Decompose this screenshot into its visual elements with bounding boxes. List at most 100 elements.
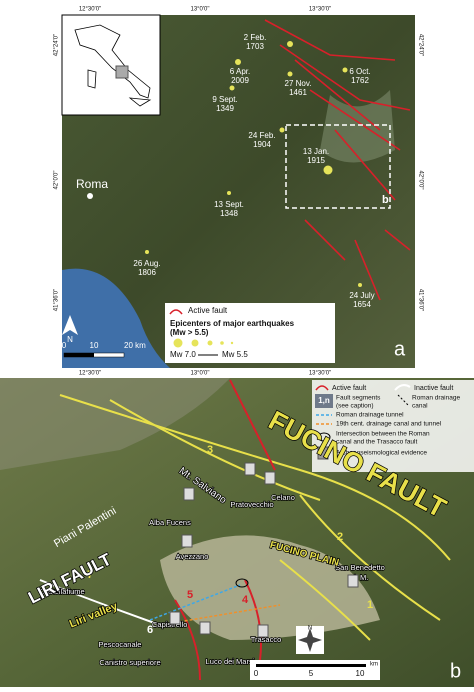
quake-year: 1461 — [289, 88, 307, 97]
coord-left: 42°0'0" — [54, 170, 60, 189]
quake-year: 1762 — [351, 76, 369, 85]
town: Pratovecchio — [230, 500, 273, 509]
epicenter — [287, 71, 293, 77]
legend-fault — [169, 309, 183, 315]
segment-number: 1 — [367, 599, 373, 611]
epicenter — [279, 127, 285, 133]
quake-date: 6 Apr. — [230, 67, 250, 76]
coord-left: 42°24'0" — [54, 34, 60, 56]
archaeo-site — [183, 487, 195, 501]
legend-seg — [315, 394, 333, 408]
town: Castellafiume — [39, 587, 84, 596]
north-arrow — [62, 315, 78, 335]
quake-year: 1915 — [307, 156, 325, 165]
legend-text: Archaeoseismological evidence — [336, 450, 427, 457]
quake-date: 26 Aug. — [133, 259, 160, 268]
panel-label: a — [394, 338, 406, 360]
legend-text: Intersection between the Roman — [336, 431, 430, 438]
quake-year: 1703 — [246, 42, 264, 51]
coord-right: 41°36'0" — [417, 289, 423, 311]
town: San Benedetto — [335, 563, 385, 572]
quake-date: 6 Oct. — [349, 67, 370, 76]
quake-year: 1349 — [216, 104, 234, 113]
legend-b — [312, 380, 474, 472]
legend-intersection — [317, 432, 331, 442]
faults-b — [39, 379, 451, 681]
coord-right: 42°24'0" — [417, 34, 423, 56]
town: d. M. — [352, 573, 369, 582]
compass — [296, 626, 324, 654]
coord-bottom: 13°0'0" — [190, 371, 209, 377]
epicenter — [287, 41, 293, 47]
legend-text: Fault segments — [336, 395, 381, 402]
legend-text: Mw 5.5 — [222, 350, 248, 359]
quake-year: 1904 — [253, 140, 271, 149]
segment-number: 5 — [187, 589, 193, 601]
town: Alba Fucens — [149, 518, 191, 527]
quake-date: 13 Jan. — [303, 147, 329, 156]
faults — [264, 19, 411, 301]
epicenter — [358, 283, 362, 287]
panel-label: b — [450, 660, 461, 682]
north: N — [67, 335, 73, 344]
legend-dot — [207, 340, 213, 346]
town: Pescocanale — [99, 640, 142, 649]
town: Trasacco — [251, 635, 282, 644]
town: Luco dei Marsi — [206, 657, 255, 666]
epicenter — [235, 59, 241, 65]
fucino-plain — [160, 535, 380, 640]
scale-label: 5 — [309, 669, 314, 678]
segment-number: 4 — [242, 594, 249, 606]
legend-text: Inactive fault — [414, 385, 453, 392]
archaeo-site — [347, 574, 359, 588]
legend-text: 19th cent. drainage canal and tunnel — [336, 421, 442, 428]
coord-bottom: 12°30'0" — [79, 371, 101, 377]
legend-active — [315, 385, 329, 391]
legend-text: canal — [412, 403, 428, 410]
legend-dot — [191, 339, 199, 347]
archaeo-site — [199, 621, 211, 635]
intersection — [235, 578, 249, 588]
scale-label: 20 km — [124, 341, 146, 350]
epicenter — [145, 250, 149, 254]
quake-year: 2009 — [231, 76, 249, 85]
town: Avezzano — [176, 552, 209, 561]
legend-text: Active fault — [188, 306, 228, 315]
area-b — [285, 124, 391, 209]
scale-unit: km — [370, 662, 378, 668]
north-b: N — [308, 626, 312, 632]
archaeo-site — [244, 462, 256, 476]
coord-top: 12°30'0" — [79, 7, 101, 13]
quake-date: 13 Sept. — [214, 200, 244, 209]
quake-year: 1806 — [138, 268, 156, 277]
legend-dot — [173, 338, 183, 348]
city: Roma — [76, 177, 108, 191]
scale-label: 0 — [254, 669, 259, 678]
legend-text: Active fault — [332, 385, 366, 392]
town: Canistro superiore — [99, 658, 160, 667]
quake-date: 9 Sept. — [212, 95, 237, 104]
legend-archaeo — [317, 446, 329, 460]
epicenter — [342, 67, 348, 73]
coord-right: 42°0'0" — [417, 170, 423, 189]
quake-date: 27 Nov. — [285, 79, 312, 88]
legend-dot — [220, 341, 224, 345]
quake-date: 2 Feb. — [244, 33, 267, 42]
legend-text: canal and the Trasacco fault — [336, 439, 417, 446]
legend-text: (see caption) — [336, 403, 374, 410]
segment-number: 3 — [207, 444, 213, 456]
segment-number: 6 — [147, 624, 153, 636]
archaeo-site — [257, 624, 269, 638]
scale-label: 10 — [356, 669, 365, 678]
mountains — [0, 378, 230, 470]
quake-year: 1654 — [353, 300, 371, 309]
quake-date: 24 Feb. — [248, 131, 275, 140]
epicenter — [227, 191, 231, 195]
inset-label: b — [382, 194, 389, 206]
legend-dot — [230, 341, 234, 345]
archaeo-site — [181, 534, 193, 548]
archaeo-site — [264, 471, 276, 485]
scale-label: 10 — [90, 341, 99, 350]
scale-bar — [256, 664, 366, 667]
